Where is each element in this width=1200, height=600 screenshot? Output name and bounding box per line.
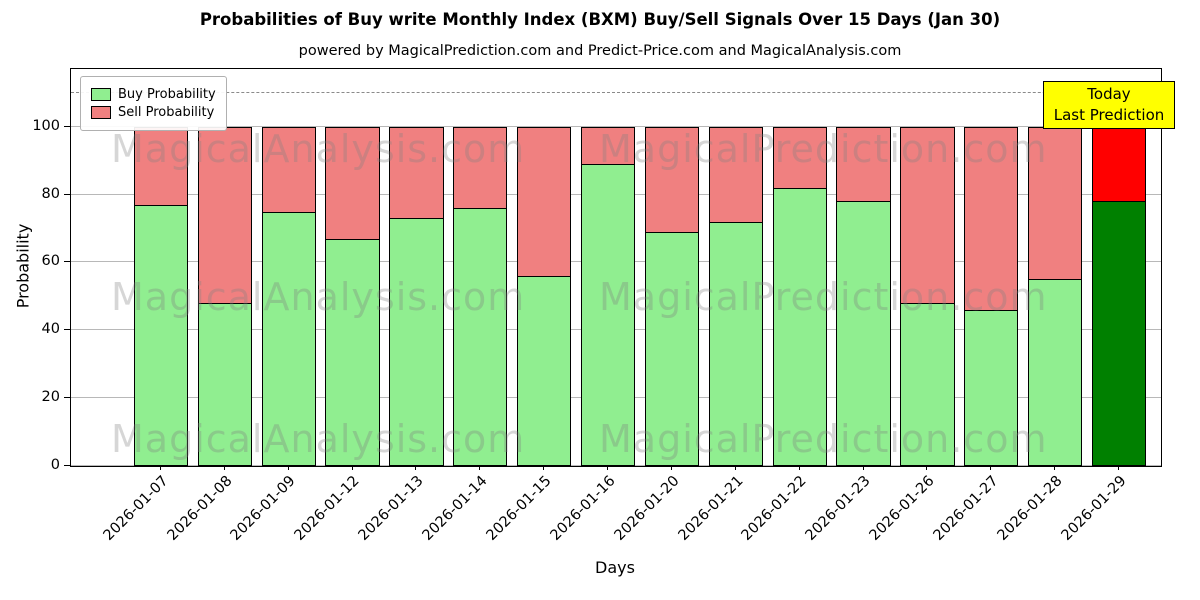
annotation-line-today: Today (1087, 85, 1131, 103)
x-tick-mark (1054, 465, 1056, 470)
y-gridline (71, 125, 1161, 127)
today-annotation: Today Last Prediction (1043, 81, 1175, 129)
x-tick-mark (990, 465, 992, 470)
annotation-line-last-prediction: Last Prediction (1053, 106, 1165, 124)
bar-sell-2026-01-26 (900, 126, 955, 305)
chart-subtitle: powered by MagicalPrediction.com and Pre… (298, 43, 902, 59)
x-tick-label: 2026-01-12 (291, 473, 363, 544)
bar-buy-2026-01-23 (836, 201, 891, 466)
plot-area: Buy Probability Sell Probability MagicalA… (70, 68, 1162, 467)
x-tick-mark (543, 465, 545, 470)
legend-swatch-sell (91, 106, 111, 119)
bar-buy-2026-01-16 (580, 164, 636, 466)
x-tick-label: 2026-01-14 (419, 473, 491, 544)
bar-sell-2026-01-16 (580, 126, 636, 166)
y-tick-label: 40 (41, 321, 60, 338)
x-tick-mark (479, 465, 481, 470)
y-tick-mark (64, 465, 70, 466)
y-tick-label: 100 (32, 117, 60, 134)
y-tick-label: 20 (41, 389, 60, 406)
chart-title: Probabilities of Buy write Monthly Index… (199, 10, 1001, 29)
bar-buy-2026-01-29 (1091, 201, 1147, 466)
x-tick-label: 2026-01-16 (547, 473, 619, 544)
legend-label: Sell Probability (118, 105, 215, 120)
x-axis-label: Days (595, 558, 635, 577)
bar-buy-2026-01-26 (900, 303, 955, 466)
bar-sell-2026-01-12 (325, 126, 380, 240)
bar-sell-2026-01-28 (1028, 126, 1083, 281)
x-tick-label: 2026-01-28 (994, 473, 1066, 544)
bar-buy-2026-01-22 (772, 187, 827, 466)
y-tick-mark (64, 193, 70, 195)
legend-label: Buy Probability (118, 87, 216, 102)
x-tick-label: 2026-01-20 (611, 473, 683, 544)
x-tick-mark (287, 465, 289, 470)
x-tick-label: 2026-01-26 (866, 473, 938, 544)
legend-item: Buy Probability (91, 87, 216, 102)
x-tick-label: 2026-01-13 (355, 473, 427, 544)
legend-item: Sell Probability (91, 105, 216, 120)
x-tick-mark (734, 465, 736, 470)
bar-sell-2026-01-29 (1091, 126, 1147, 203)
threshold-dashed-line (71, 91, 1161, 93)
x-tick-label: 2026-01-15 (483, 473, 555, 544)
x-tick-mark (607, 465, 609, 470)
bar-sell-2026-01-23 (836, 126, 891, 203)
bar-buy-2026-01-13 (389, 218, 444, 466)
x-tick-mark (351, 465, 353, 470)
x-tick-label: 2026-01-22 (739, 473, 811, 544)
x-tick-label: 2026-01-07 (100, 473, 172, 544)
x-tick-mark (223, 465, 225, 470)
watermark-text: MagicalAnalysis.com (111, 127, 526, 171)
bar-buy-2026-01-15 (517, 275, 572, 466)
bar-buy-2026-01-12 (325, 238, 380, 466)
x-tick-label: 2026-01-29 (1058, 473, 1130, 544)
y-tick-label: 0 (50, 457, 60, 473)
bar-buy-2026-01-09 (261, 211, 316, 466)
legend: Buy Probability Sell Probability (80, 76, 227, 131)
bar-sell-2026-01-20 (644, 126, 700, 233)
x-tick-label: 2026-01-27 (930, 473, 1002, 544)
watermark-text: MagicalPrediction.com (599, 417, 1048, 461)
x-tick-mark (926, 465, 928, 470)
x-tick-label: 2026-01-09 (228, 473, 300, 544)
bar-sell-2026-01-21 (708, 126, 763, 223)
x-tick-label: 2026-01-08 (164, 473, 236, 544)
y-tick-label: 60 (41, 253, 60, 270)
x-tick-label: 2026-01-21 (675, 473, 747, 544)
bar-buy-2026-01-21 (708, 221, 763, 466)
y-tick-mark (64, 329, 70, 331)
x-tick-mark (415, 465, 417, 470)
y-tick-mark (64, 397, 70, 399)
bar-sell-2026-01-13 (389, 126, 444, 220)
bar-sell-2026-01-15 (517, 126, 572, 277)
bar-sell-2026-01-27 (964, 126, 1019, 311)
y-tick-mark (64, 261, 70, 263)
x-tick-label: 2026-01-23 (802, 473, 874, 544)
x-tick-mark (159, 465, 161, 470)
bar-buy-2026-01-28 (1028, 279, 1083, 466)
x-tick-mark (1118, 465, 1120, 470)
x-tick-mark (862, 465, 864, 470)
legend-swatch-buy (91, 88, 111, 101)
bar-buy-2026-01-27 (964, 309, 1019, 466)
watermark-text: MagicalAnalysis.com (111, 417, 526, 461)
x-tick-mark (798, 465, 800, 470)
x-tick-mark (670, 465, 672, 470)
y-tick-mark (64, 125, 70, 127)
bar-sell-2026-01-09 (261, 126, 316, 213)
bar-sell-2026-01-22 (772, 126, 827, 189)
bar-sell-2026-01-07 (133, 126, 189, 206)
bar-buy-2026-01-14 (453, 208, 508, 466)
watermark-text: MagicalAnalysis.com (111, 275, 526, 319)
y-tick-label: 80 (41, 185, 60, 202)
bar-sell-2026-01-14 (453, 126, 508, 210)
watermark-text: MagicalPrediction.com (599, 275, 1048, 319)
watermark-text: MagicalPrediction.com (599, 127, 1048, 171)
